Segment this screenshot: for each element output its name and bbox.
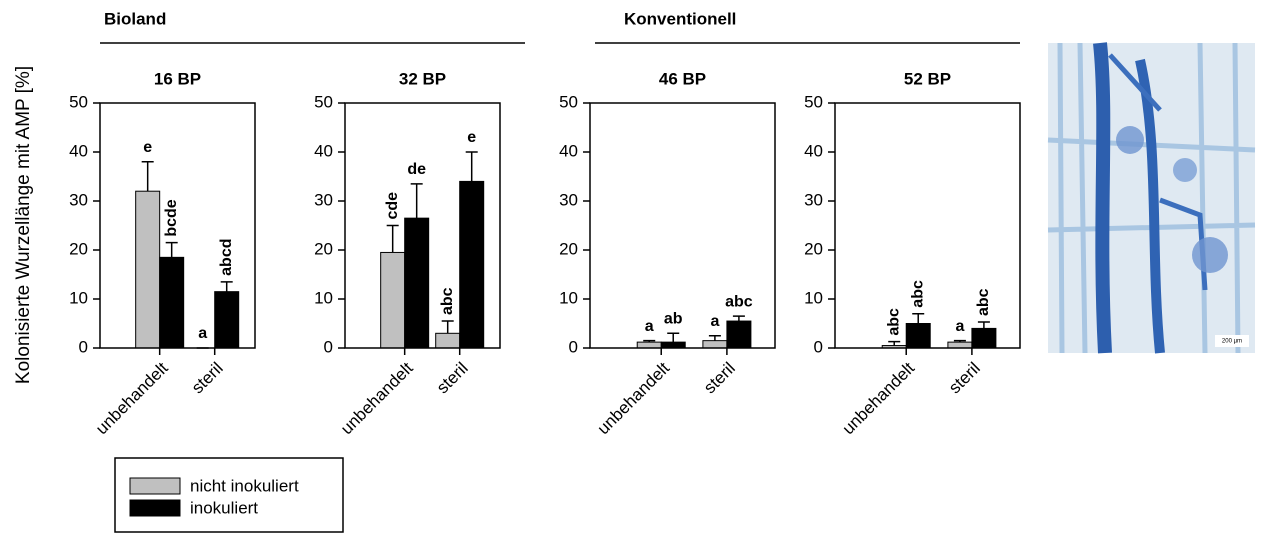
error-bar	[732, 315, 745, 322]
bar	[214, 291, 240, 349]
bar	[135, 190, 161, 349]
y-tick-label: 40	[69, 141, 88, 160]
error-bar	[667, 332, 680, 343]
bar	[905, 323, 931, 349]
group-label: Konventionell	[624, 9, 736, 28]
plot-frame	[344, 102, 501, 349]
x-tick-label: steril	[433, 359, 472, 398]
y-tick-label: 0	[814, 337, 823, 356]
legend-box	[114, 457, 344, 533]
significance-letter: abcd	[218, 239, 235, 276]
bar	[947, 341, 973, 349]
y-tick-label: 0	[324, 337, 333, 356]
significance-letter: e	[143, 139, 152, 156]
y-tick-label: 50	[69, 92, 88, 111]
y-tick-label: 10	[314, 288, 333, 307]
error-bar	[441, 320, 454, 334]
y-tick-label: 50	[314, 92, 333, 111]
y-tick-label: 10	[69, 288, 88, 307]
y-tick-label: 10	[559, 288, 578, 307]
x-tick-label: steril	[188, 359, 227, 398]
chart-title: 16 BP	[154, 69, 201, 88]
significance-letter: abc	[885, 308, 902, 336]
significance-letter: de	[407, 161, 426, 178]
legend-swatch	[129, 499, 181, 517]
y-tick-label: 20	[559, 239, 578, 258]
plot-frame	[99, 102, 256, 349]
error-bar	[141, 161, 154, 192]
legend-swatch	[129, 477, 181, 495]
scale-bar-label: 200 µm	[1222, 339, 1242, 345]
significance-letter: a	[645, 318, 654, 335]
plot-frame	[589, 102, 776, 349]
error-bar	[977, 321, 990, 329]
y-tick-label: 30	[69, 190, 88, 209]
y-tick-label: 0	[569, 337, 578, 356]
significance-letter: ab	[664, 311, 683, 328]
significance-letter: cde	[384, 192, 401, 220]
y-tick-label: 40	[559, 141, 578, 160]
error-bar	[888, 340, 901, 346]
x-tick-label: unbehandelt	[92, 358, 172, 438]
error-bar	[410, 183, 423, 219]
chart-title: 46 BP	[659, 69, 706, 88]
y-tick-label: 40	[804, 141, 823, 160]
chart-title: 32 BP	[399, 69, 446, 88]
x-tick-label: unbehandelt	[337, 358, 417, 438]
y-tick-label: 30	[804, 190, 823, 209]
bar	[459, 180, 485, 349]
y-tick-label: 30	[314, 190, 333, 209]
significance-letter: abc	[439, 287, 456, 315]
y-tick-label: 20	[804, 239, 823, 258]
significance-letter: e	[467, 129, 476, 146]
y-axis-label: Kolonisierte Wurzellänge mit AMP [%]	[13, 66, 34, 384]
bar	[404, 217, 430, 349]
y-tick-label: 30	[559, 190, 578, 209]
significance-letter: a	[955, 318, 964, 335]
error-bar	[912, 312, 925, 324]
significance-letter: a	[198, 325, 207, 342]
y-tick-label: 50	[559, 92, 578, 111]
group-label: Bioland	[104, 9, 166, 28]
significance-letter: abc	[909, 280, 926, 308]
y-tick-label: 50	[804, 92, 823, 111]
bar	[159, 256, 185, 349]
significance-letter: abc	[975, 288, 992, 316]
legend-label: nicht inokuliert	[190, 476, 299, 495]
error-bar	[953, 339, 966, 343]
error-bar	[708, 335, 721, 341]
error-bar	[165, 241, 178, 258]
error-bar	[386, 224, 399, 253]
micrograph: 200 µm	[1047, 42, 1256, 354]
x-tick-label: unbehandelt	[594, 358, 674, 438]
y-tick-label: 20	[314, 239, 333, 258]
bar	[636, 341, 662, 349]
bar	[702, 340, 728, 349]
legend: nicht inokuliert inokuliert	[114, 457, 344, 533]
chart-title: 52 BP	[904, 69, 951, 88]
error-bar	[220, 281, 233, 292]
y-tick-label: 10	[804, 288, 823, 307]
x-tick-label: steril	[700, 359, 739, 398]
x-tick-label: steril	[945, 359, 984, 398]
significance-letter: abc	[725, 293, 753, 310]
bar	[726, 320, 752, 349]
significance-letter: a	[710, 313, 719, 330]
legend-label: inokuliert	[190, 498, 258, 517]
bar	[380, 251, 406, 349]
y-tick-label: 20	[69, 239, 88, 258]
y-tick-label: 40	[314, 141, 333, 160]
bar	[971, 327, 997, 349]
y-tick-label: 0	[79, 337, 88, 356]
significance-letter: bcde	[163, 199, 180, 236]
bar	[435, 332, 461, 349]
error-bar	[465, 151, 478, 182]
plot-frame	[834, 102, 1021, 349]
bar	[660, 341, 686, 349]
error-bar	[643, 339, 656, 343]
x-tick-label: unbehandelt	[839, 358, 919, 438]
